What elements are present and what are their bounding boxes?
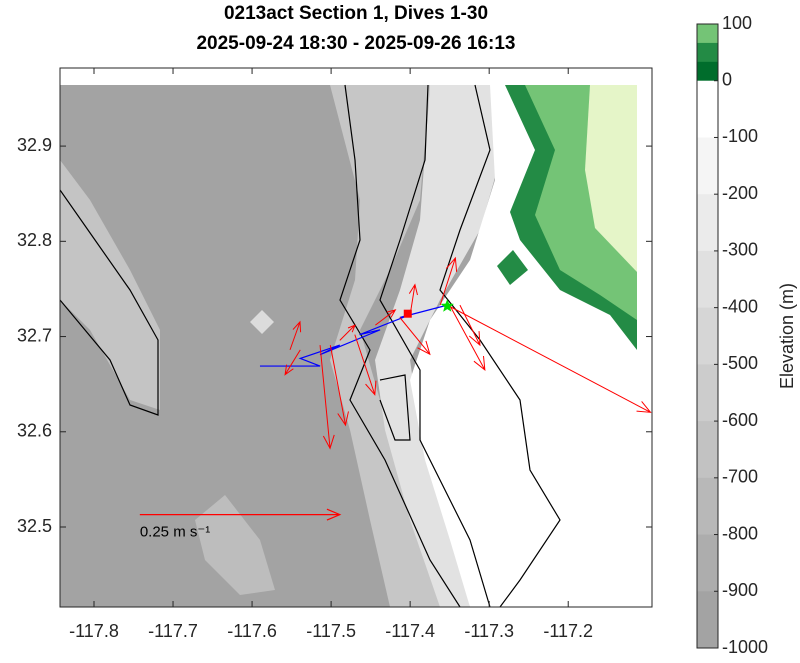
plot-layer <box>139 256 652 521</box>
scale-label: 0.25 m s⁻¹ <box>140 524 210 541</box>
current-arrow <box>459 304 481 347</box>
current-arrow <box>439 256 458 306</box>
colorbar-tick-label: -500 <box>722 353 758 373</box>
y-tick-label: 32.7 <box>17 325 52 345</box>
y-tick-label: 32.9 <box>17 135 52 155</box>
colorbar-tick-label: -900 <box>722 580 758 600</box>
x-tick-label: -117.5 <box>306 621 356 641</box>
current-arrow <box>339 324 356 341</box>
colorbar-tick-label: -700 <box>722 467 758 487</box>
colorbar-band <box>697 61 718 81</box>
colorbar-band <box>697 307 718 365</box>
current-arrow <box>319 345 335 450</box>
colorbar-band <box>697 421 718 479</box>
colorbar-band <box>697 364 718 422</box>
current-arrow <box>375 309 397 326</box>
colorbar-frame <box>696 23 719 649</box>
current-arrow <box>408 283 418 315</box>
x-tick-label: -117.7 <box>148 621 198 641</box>
colorbar-tick-label: -600 <box>722 410 758 430</box>
current-arrow <box>354 334 377 396</box>
colorbar-tick-label: -400 <box>722 296 758 316</box>
current-arrow <box>447 304 652 413</box>
y-tick-label: 32.8 <box>17 230 52 250</box>
start-marker <box>440 299 454 312</box>
x-tick-label: -117.3 <box>464 621 514 641</box>
colorbar-label: Elevation (m) <box>777 283 797 389</box>
colorbar-tick-label: -100 <box>722 126 758 146</box>
current-arrow <box>289 320 302 351</box>
y-tick-label: 32.5 <box>17 516 52 536</box>
current-arrow <box>399 317 431 356</box>
scale-arrow <box>139 508 342 521</box>
current-arrow <box>284 349 301 376</box>
colorbar-tick-label: 0 <box>722 69 732 89</box>
colorbar-band <box>697 591 718 649</box>
colorbar-band <box>697 477 718 536</box>
colorbar-tick-label: 100 <box>722 13 752 33</box>
title: 0213act Section 1, Dives 1-30 <box>224 3 488 24</box>
x-tick-label: -117.2 <box>543 621 593 641</box>
colorbar-tick-label: -300 <box>722 240 758 260</box>
colorbar-tick-label: -1000 <box>722 637 768 657</box>
end-marker <box>403 309 412 318</box>
current-arrow <box>329 345 349 427</box>
colorbar-band <box>697 250 718 309</box>
x-tick-label: -117.8 <box>69 621 119 641</box>
map-background <box>60 68 652 607</box>
x-tick-label: -117.6 <box>227 621 277 641</box>
colorbar-band <box>697 534 718 592</box>
plot-frame <box>59 67 653 608</box>
colorbar-tick-label: -800 <box>722 523 758 543</box>
y-tick-label: 32.6 <box>17 421 52 441</box>
colorbar-band <box>697 80 718 138</box>
subtitle: 2025-09-24 18:30 - 2025-09-26 16:13 <box>196 33 515 54</box>
colorbar-band <box>697 42 718 63</box>
x-tick-label: -117.4 <box>385 621 435 641</box>
colorbar-band <box>697 24 718 44</box>
colorbar-band <box>697 194 718 252</box>
colorbar <box>697 24 718 649</box>
colorbar-tick-label: -200 <box>722 183 758 203</box>
current-arrow <box>449 304 486 372</box>
colorbar-band <box>697 137 718 195</box>
